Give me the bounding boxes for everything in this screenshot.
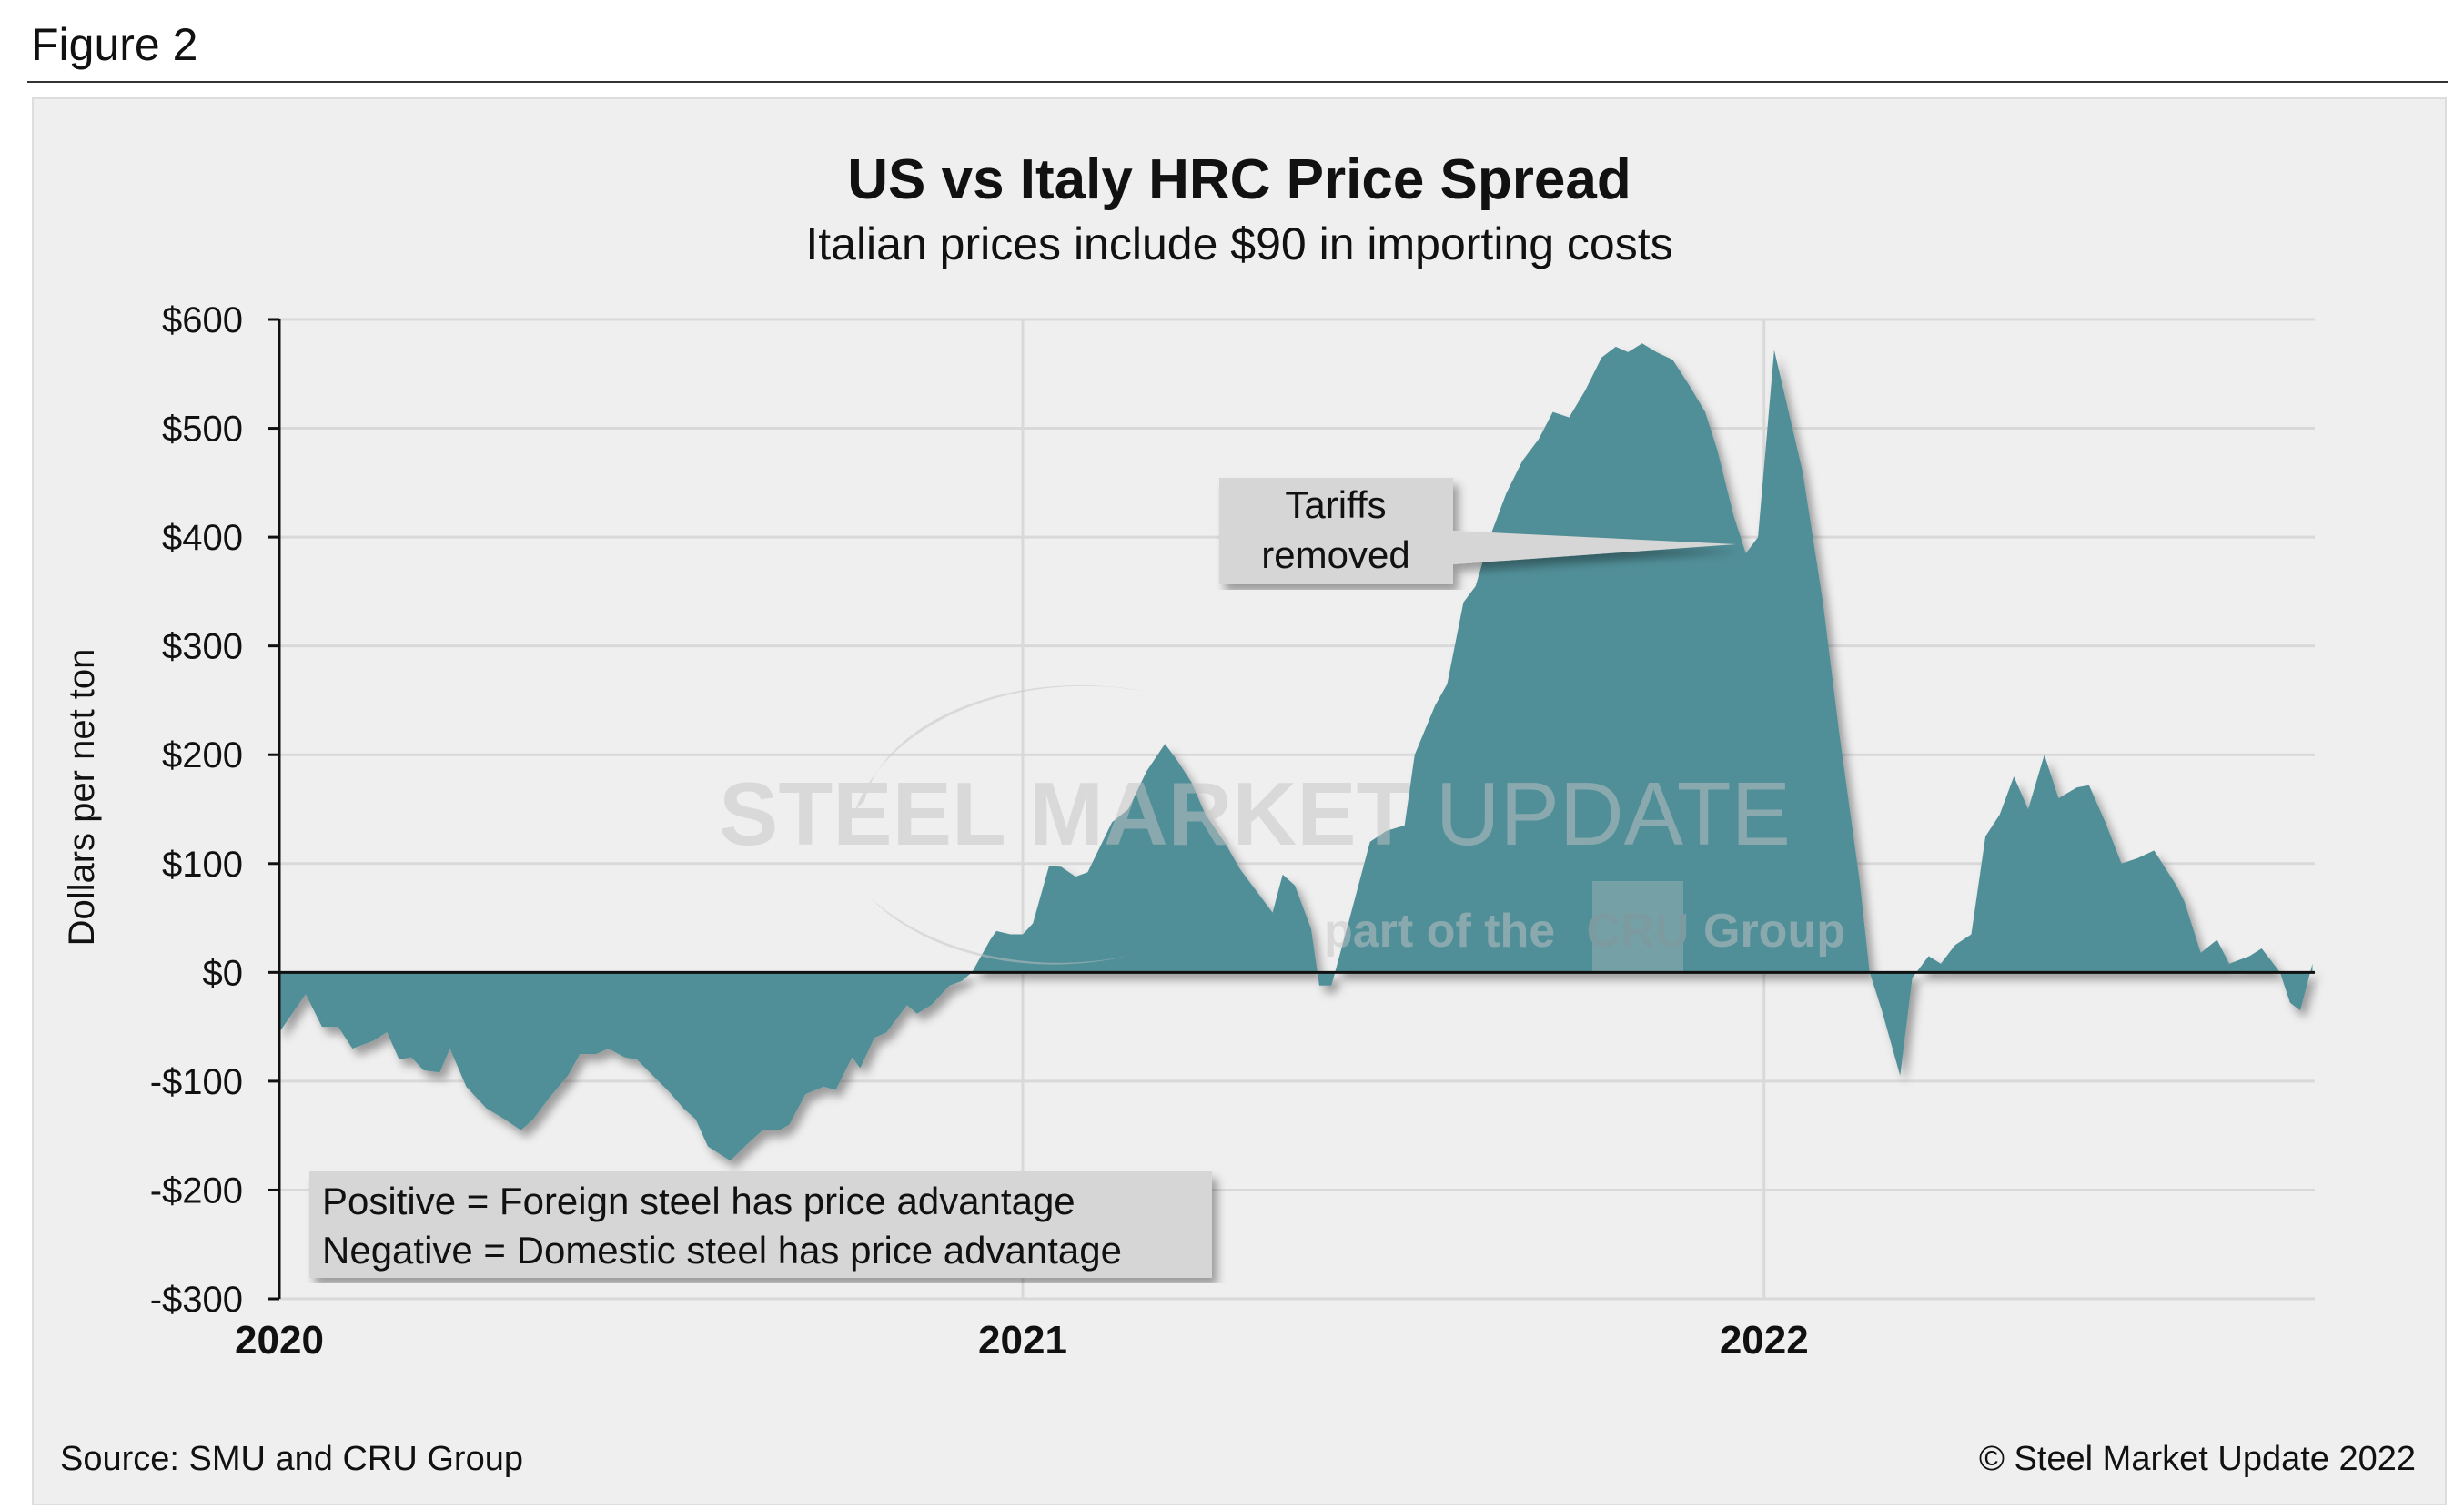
tariffs-line2: removed [1261,533,1409,576]
tariffs-line1: Tariffs [1285,483,1386,526]
y-tick-label: $0 [203,953,244,993]
chart-subtitle: Italian prices include $90 in importing … [805,218,1672,269]
x-tick-label: 2022 [1720,1318,1809,1363]
watermark: STEEL MARKET UPDATE part of the CRU Grou… [719,684,1845,972]
x-tick-label: 2021 [978,1318,1067,1363]
y-tick-label: -$100 [150,1062,243,1102]
y-axis-title: Dollars per net ton [62,649,102,947]
x-tick-label: 2020 [235,1318,324,1363]
y-tick-label: $600 [162,300,243,340]
copyright-text: © Steel Market Update 2022 [1979,1440,2416,1478]
y-tick-label: $200 [162,735,243,775]
spread-area [279,343,2313,1161]
watermark-badge-box [1592,881,1683,972]
legend-note-box [309,1171,1212,1278]
tariffs-callout [1219,478,1736,584]
y-tick-label: -$200 [150,1171,243,1211]
legend-note-negative: Negative = Domestic steel has price adva… [322,1229,1122,1272]
watermark-light: UPDATE [1436,764,1791,864]
y-tick-label: $100 [162,845,243,885]
chart-title: US vs Italy HRC Price Spread [847,148,1631,211]
y-tick-label: -$300 [150,1280,243,1320]
figure-divider [27,81,2448,83]
source-text: Source: SMU and CRU Group [60,1440,523,1478]
watermark-line2-end: Group [1703,905,1845,958]
y-ticks: $600 $500 $400 $300 $200 $100 $0 -$100 -$200 -$30… [150,300,279,1320]
svg-text:STEEL MARKET UPDATE: STEEL MARKET UPDATE [719,764,1791,864]
y-tick-label: $400 [162,518,243,558]
watermark-bold: STEEL MARKET [719,764,1410,864]
watermark-line2: part of the [1324,905,1555,958]
figure-label: Figure 2 [31,19,198,70]
legend-note-positive: Positive = Foreign steel has price advan… [322,1180,1075,1222]
watermark-badge: CRU [1587,905,1690,958]
y-tick-label: $300 [162,627,243,667]
y-tick-label: $500 [162,410,243,450]
x-ticks: 2020 2021 2022 [235,1318,1809,1363]
